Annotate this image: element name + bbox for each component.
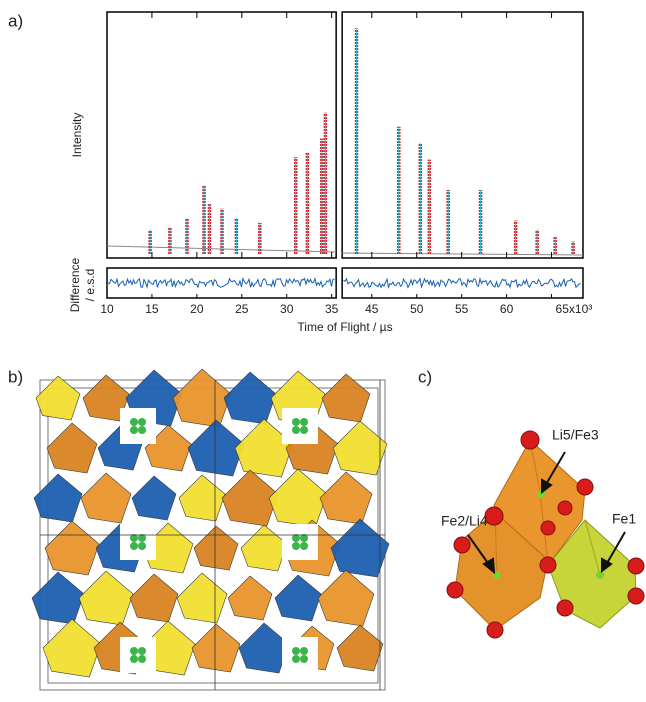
li-atom [138, 418, 146, 426]
difference-trace [108, 279, 581, 288]
li-atom [300, 647, 308, 655]
li-atom [300, 418, 308, 426]
channel [120, 637, 156, 673]
li-atom [138, 647, 146, 655]
crystal-structure [32, 369, 389, 690]
x-tick-label: 35 [325, 302, 339, 316]
x-tick-label: 10 [100, 302, 114, 316]
x-tick-label: 15 [145, 302, 159, 316]
x-tick-label: 25 [235, 302, 249, 316]
channel [120, 408, 156, 444]
polyhedra-cluster: Li5/Fe3 Fe2/Li4 Fe1 [441, 427, 644, 638]
channel [282, 524, 318, 560]
axis-frame [107, 268, 336, 298]
difference-label: Difference [68, 257, 82, 312]
li-atom [138, 655, 146, 663]
li-atom [130, 542, 138, 550]
li-atom [292, 542, 300, 550]
li-atom [292, 647, 300, 655]
polyhedron [173, 369, 231, 427]
panel-label: b) [8, 367, 23, 386]
li-atom [300, 542, 308, 550]
difference-label: / e.s.d [83, 269, 97, 302]
li-atom [300, 655, 308, 663]
axis-frame [342, 268, 583, 298]
li-atom [292, 426, 300, 434]
x-tick-label: 45 [365, 302, 379, 316]
axis-frame [342, 12, 583, 258]
plot-area: 10 15 20 25 30 35 45 50 55 60 65x10³ [100, 12, 592, 316]
li-atom [130, 418, 138, 426]
channel [120, 524, 156, 560]
li-atom [300, 426, 308, 434]
li-atom [292, 418, 300, 426]
x-tick-label: 65x10³ [556, 302, 593, 316]
li-atom [130, 647, 138, 655]
x-tick-label: 50 [410, 302, 424, 316]
x-axis-label: Time of Flight / µs [297, 320, 392, 334]
site-label: Fe2/Li4 [441, 513, 488, 529]
li-atom [138, 426, 146, 434]
li-atom [292, 655, 300, 663]
panel-label: c) [418, 367, 432, 386]
background-line [107, 246, 583, 255]
site-label: Li5/Fe3 [552, 427, 599, 443]
y-axis-label: Intensity [70, 113, 84, 158]
li-atom [130, 426, 138, 434]
panel-label: a) [8, 11, 23, 30]
site-label: Fe1 [612, 511, 636, 527]
channel [282, 637, 318, 673]
li-atom [130, 655, 138, 663]
figure: a) b) c) Intensity Difference / e.s.d Ti… [0, 0, 646, 697]
channel [282, 408, 318, 444]
x-tick-label: 60 [500, 302, 514, 316]
x-tick-label: 20 [190, 302, 204, 316]
li-atom [138, 542, 146, 550]
x-tick-label: 30 [280, 302, 294, 316]
x-tick-label: 55 [455, 302, 469, 316]
